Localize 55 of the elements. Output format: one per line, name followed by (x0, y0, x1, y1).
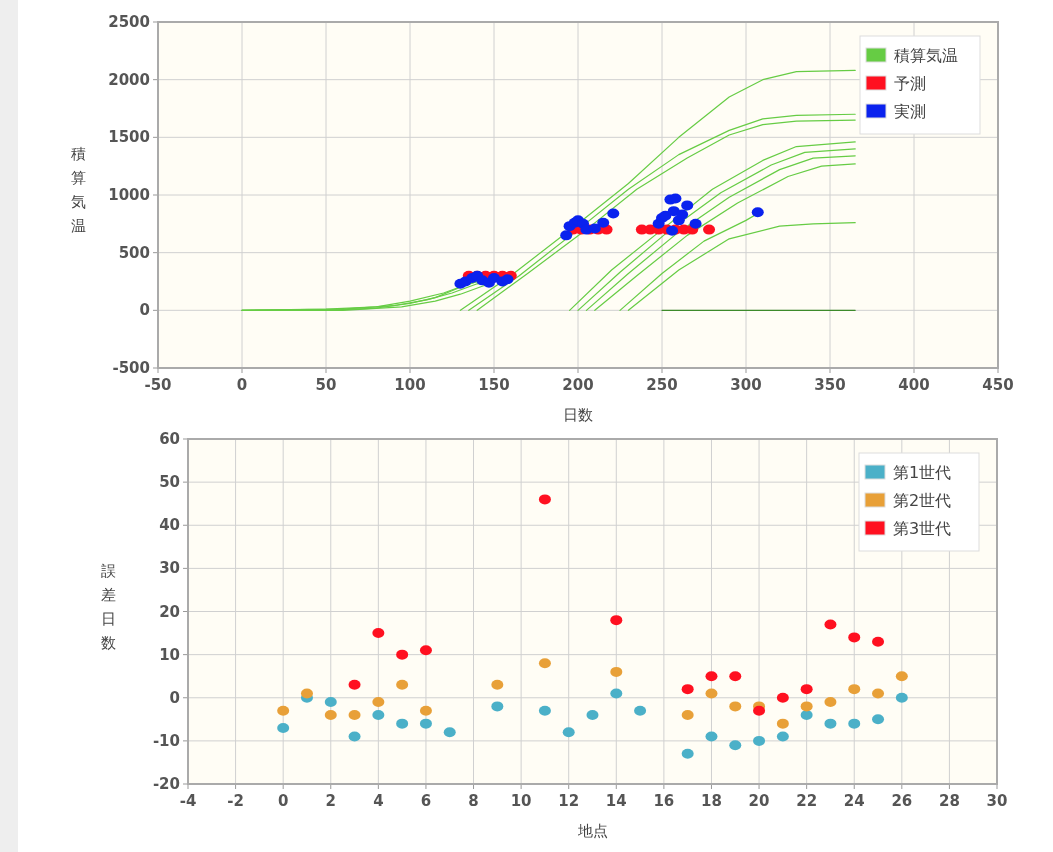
y-tick-label: 1000 (108, 186, 150, 204)
x-tick-label: 24 (843, 792, 865, 810)
x-tick-label: 200 (562, 376, 594, 394)
x-tick-label: 6 (420, 792, 432, 810)
x-tick-label: 20 (748, 792, 770, 810)
x-tick-label: 0 (277, 792, 289, 810)
x-tick-label: 8 (468, 792, 479, 810)
y-tick-label: 40 (159, 516, 180, 535)
y-tick-label: 60 (159, 430, 180, 448)
x-tick-label: 300 (730, 376, 762, 394)
x-tick-label: 50 (315, 376, 337, 394)
y-tick-label: 2000 (108, 70, 150, 89)
x-tick-label: 4 (373, 792, 384, 810)
y-tick-label: 2500 (108, 13, 150, 31)
x-tick-label: 16 (653, 792, 675, 810)
x-tick-label: 18 (701, 792, 722, 810)
y-tick-label: 500 (118, 243, 150, 262)
x-axis-title: 地点 (576, 822, 608, 840)
x-tick-label: 400 (898, 376, 930, 394)
y-tick-label: 0 (139, 301, 150, 320)
y-tick-label: 1500 (108, 128, 150, 147)
x-tick-label: 22 (796, 792, 818, 810)
x-axis-title: 日数 (563, 406, 593, 424)
legend-label: 積算気温 (894, 46, 958, 65)
x-tick-label: 250 (646, 376, 678, 394)
y-tick-label: 0 (169, 688, 180, 707)
legend-label: 第2世代 (893, 491, 952, 510)
y-tick-label: -500 (112, 359, 150, 377)
x-tick-label: 10 (510, 792, 532, 810)
x-tick-label: -50 (144, 376, 172, 394)
x-tick-label: 28 (938, 792, 960, 810)
y-tick-label: 20 (159, 602, 180, 621)
x-tick-label: 150 (478, 376, 510, 394)
y-tick-label: -10 (152, 731, 180, 750)
x-tick-label: 30 (986, 792, 1008, 810)
x-tick-label: 2 (325, 792, 336, 810)
legend-label: 予測 (894, 74, 926, 93)
y-axis-title: 誤差日数 (100, 561, 116, 652)
x-tick-label: 100 (394, 376, 426, 394)
y-axis-title: 積算気温 (70, 145, 86, 235)
x-tick-label: 0 (236, 376, 248, 394)
legend-label: 第3世代 (893, 519, 952, 538)
x-tick-label: 350 (814, 376, 846, 394)
legend-label: 第1世代 (893, 463, 952, 482)
x-tick-label: -2 (227, 792, 244, 810)
y-tick-label: -20 (152, 775, 180, 793)
y-tick-label: 10 (159, 645, 180, 664)
y-tick-label: 30 (159, 559, 180, 578)
x-tick-label: 450 (982, 376, 1014, 394)
legend-label: 実測 (894, 102, 926, 121)
x-tick-label: 14 (605, 792, 627, 810)
x-tick-label: -4 (179, 792, 197, 810)
x-tick-label: 26 (891, 792, 913, 810)
y-tick-label: 50 (159, 473, 180, 492)
x-tick-label: 12 (558, 792, 580, 810)
